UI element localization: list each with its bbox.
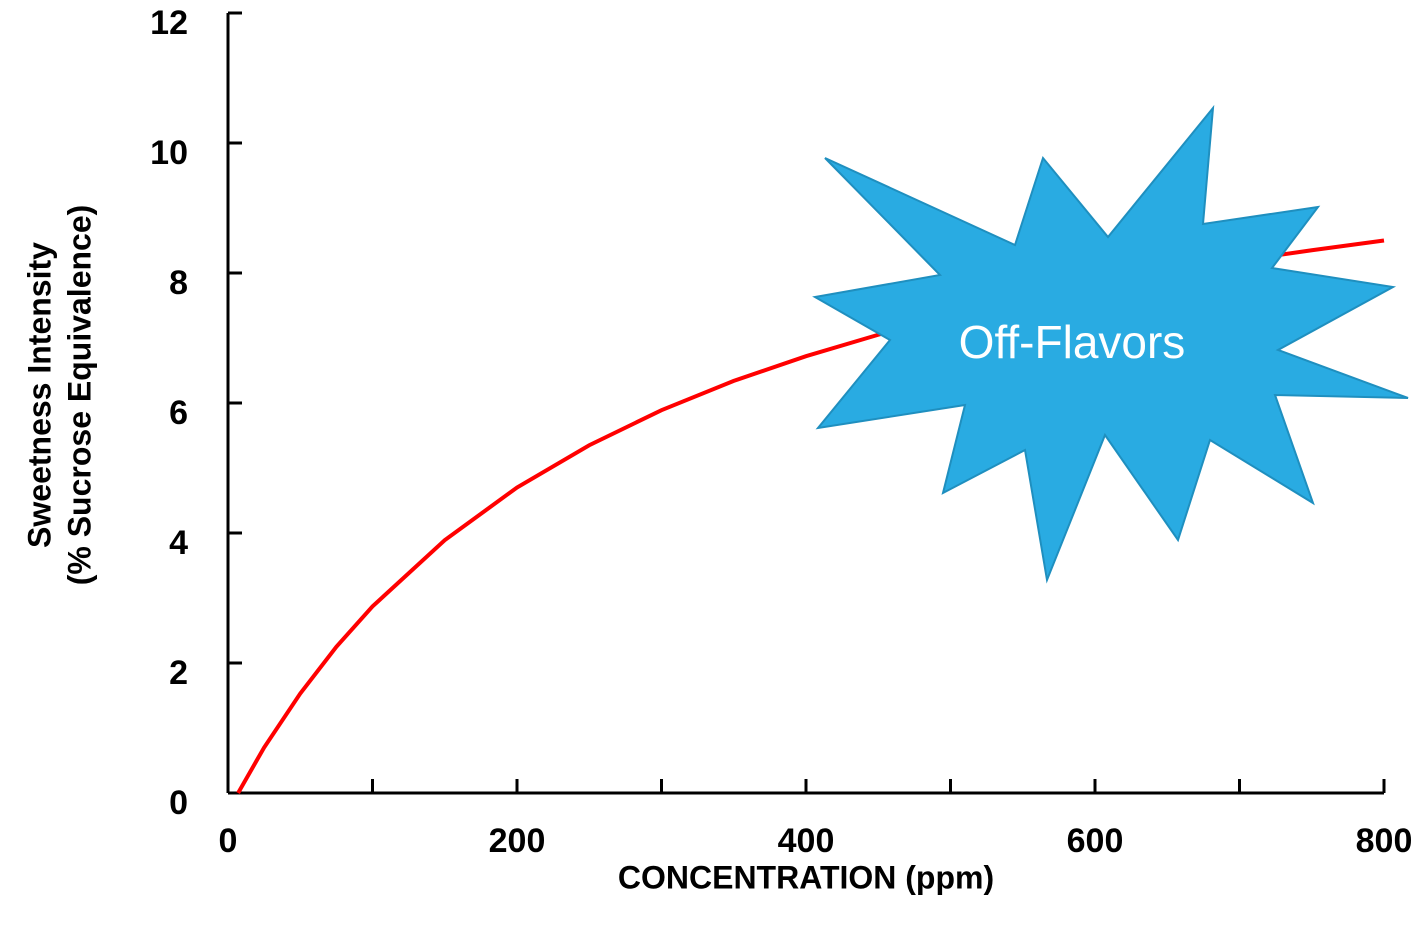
y-tick-label: 10: [150, 134, 188, 172]
y-tick-label: 12: [150, 4, 188, 42]
y-tick-label: 8: [169, 264, 188, 302]
y-tick-label: 0: [169, 784, 188, 822]
chart: 0 2 4 6 8 10 12 0 200 400 600 800 Off-Flavors CONCE…: [0, 0, 1424, 930]
y-tick-label: 6: [169, 394, 188, 432]
y-axis-title-line: Sweetness Intensity: [21, 242, 57, 548]
y-axis-title: Sweetness Intensity (% Sucrose Equivalen…: [21, 205, 97, 586]
x-tick-label: 200: [489, 822, 546, 860]
annotation-burst: Off-Flavors: [815, 108, 1408, 580]
x-tick-label: 0: [219, 822, 238, 860]
x-tick-label: 600: [1067, 822, 1124, 860]
y-tick-label: 4: [169, 524, 188, 562]
y-axis-title-line: (% Sucrose Equivalence): [61, 205, 97, 586]
annotation: Off-Flavors: [959, 316, 1186, 368]
x-tick-label: 400: [778, 822, 835, 860]
x-axis-title: CONCENTRATION (ppm): [618, 859, 994, 895]
y-tick-label: 2: [169, 654, 188, 692]
x-tick-label: 800: [1356, 822, 1413, 860]
